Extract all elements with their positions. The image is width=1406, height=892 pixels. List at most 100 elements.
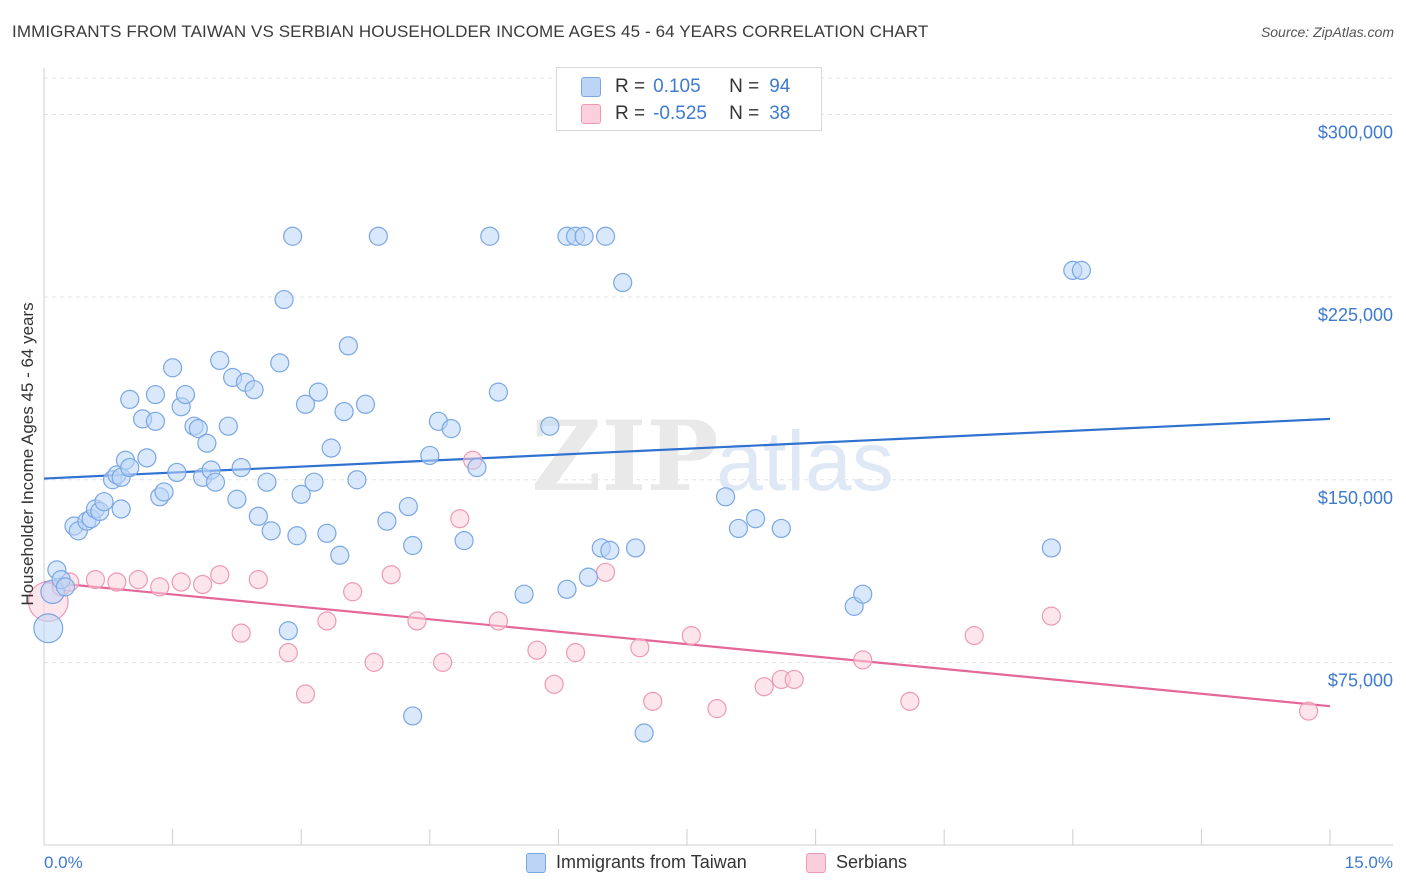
taiwan-point [231, 457, 251, 478]
taiwan-point [330, 545, 350, 565]
taiwan-point [403, 535, 423, 556]
taiwan-point [55, 577, 76, 597]
r-label: R = [615, 103, 646, 124]
serbian-point [630, 638, 650, 658]
stats-legend: R = 0.105 N = 94 R = -0.525 N = 38 [556, 67, 822, 131]
taiwan-point [33, 613, 64, 644]
legend-item-taiwan[interactable]: Immigrants from Taiwan [526, 852, 747, 873]
x-tick-label-max: 15.0% [1345, 853, 1393, 872]
serbian-point [107, 572, 127, 592]
taiwan-point [205, 472, 226, 492]
legend-label-taiwan: Immigrants from Taiwan [556, 852, 747, 872]
r-label: R = [615, 76, 646, 97]
serbian-point [784, 669, 804, 690]
n-value: 38 [769, 103, 791, 124]
taiwan-point [771, 518, 791, 539]
taiwan-point [145, 384, 166, 405]
serbian-point [544, 674, 564, 694]
legend-item-serbians[interactable]: Serbians [806, 852, 907, 873]
serbian-point [595, 562, 616, 582]
serbian-point [381, 565, 401, 585]
serbian-point [565, 643, 586, 663]
serbian-point [964, 625, 984, 646]
n-label: N = [729, 76, 760, 97]
taiwan-point [514, 584, 534, 604]
data-points [27, 226, 1319, 743]
taiwan-point [283, 226, 303, 246]
taiwan-point [728, 518, 749, 539]
taiwan-point [163, 358, 183, 378]
taiwan-point [467, 457, 487, 478]
serbian-point [317, 611, 337, 631]
serbian-point [231, 623, 251, 643]
serbian-point [210, 565, 230, 585]
taiwan-point [420, 445, 440, 466]
taiwan-point [1041, 538, 1061, 558]
taiwan-point [270, 353, 290, 373]
taiwan-point [441, 419, 461, 439]
taiwan-point [244, 380, 264, 400]
serbian-point [527, 640, 547, 660]
taiwan-point [145, 411, 166, 431]
taiwan-point [557, 579, 577, 599]
taiwan-point [578, 567, 599, 587]
taiwan-point [625, 538, 646, 558]
y-tick-label: $75,000 [1328, 670, 1393, 690]
taiwan-point [274, 289, 294, 310]
taiwan-point [154, 482, 174, 502]
r-value: -0.525 [653, 103, 707, 124]
y-tick-label: $150,000 [1318, 488, 1393, 508]
serbian-point [681, 625, 701, 646]
taiwan-point [600, 540, 620, 560]
serbian-point [295, 684, 316, 704]
serbian-point [1298, 701, 1319, 721]
taiwan-point [257, 472, 277, 492]
serbian-point [248, 569, 268, 590]
legend-row-taiwan: R = 0.105 N = 94 [581, 74, 790, 100]
axes [43, 68, 1393, 846]
serbian-point [754, 677, 774, 697]
y-axis-title: Householder Income Ages 45 - 64 years [18, 302, 37, 605]
taiwan-point [595, 226, 616, 246]
serbian-point [278, 643, 298, 663]
taiwan-point [377, 511, 397, 531]
watermark: ZIP atlas [531, 400, 893, 513]
grid-lines [44, 77, 1393, 663]
taiwan-point [368, 226, 388, 246]
taiwan-point [480, 226, 500, 246]
taiwan-swatch [581, 77, 601, 97]
source-credit: Source: ZipAtlas.com [1260, 24, 1394, 40]
y-tick-label: $225,000 [1318, 305, 1393, 325]
serbian-point [128, 569, 148, 590]
serbian-point [1041, 606, 1061, 626]
taiwan-point [261, 521, 281, 541]
taiwan-point [94, 492, 114, 512]
serbian-point [150, 577, 170, 597]
taiwan-point [278, 621, 298, 641]
serbian-point [407, 611, 427, 631]
taiwan-point [745, 509, 766, 529]
serbian-point [900, 691, 920, 711]
taiwan-point [574, 226, 594, 246]
taiwan-point [1071, 260, 1091, 280]
taiwan-point [634, 723, 654, 743]
serbian-point [643, 691, 663, 711]
legend-label-serbians: Serbians [836, 852, 908, 872]
taiwan-point [120, 389, 140, 410]
taiwan-point [167, 462, 187, 483]
taiwan-point [321, 438, 341, 458]
taiwan-point [338, 336, 358, 356]
taiwan-point [175, 384, 196, 405]
serbian-point [433, 652, 453, 672]
taiwan-point [197, 433, 217, 453]
taiwan-point [304, 472, 324, 492]
taiwan-point [291, 484, 311, 504]
serbian-point [85, 569, 106, 590]
taiwan-point [317, 523, 337, 543]
taiwan-legend-swatch [526, 852, 546, 873]
serbian-point [488, 611, 508, 631]
taiwan-point [188, 419, 208, 439]
taiwan-point [111, 499, 131, 519]
taiwan-point [454, 531, 474, 551]
